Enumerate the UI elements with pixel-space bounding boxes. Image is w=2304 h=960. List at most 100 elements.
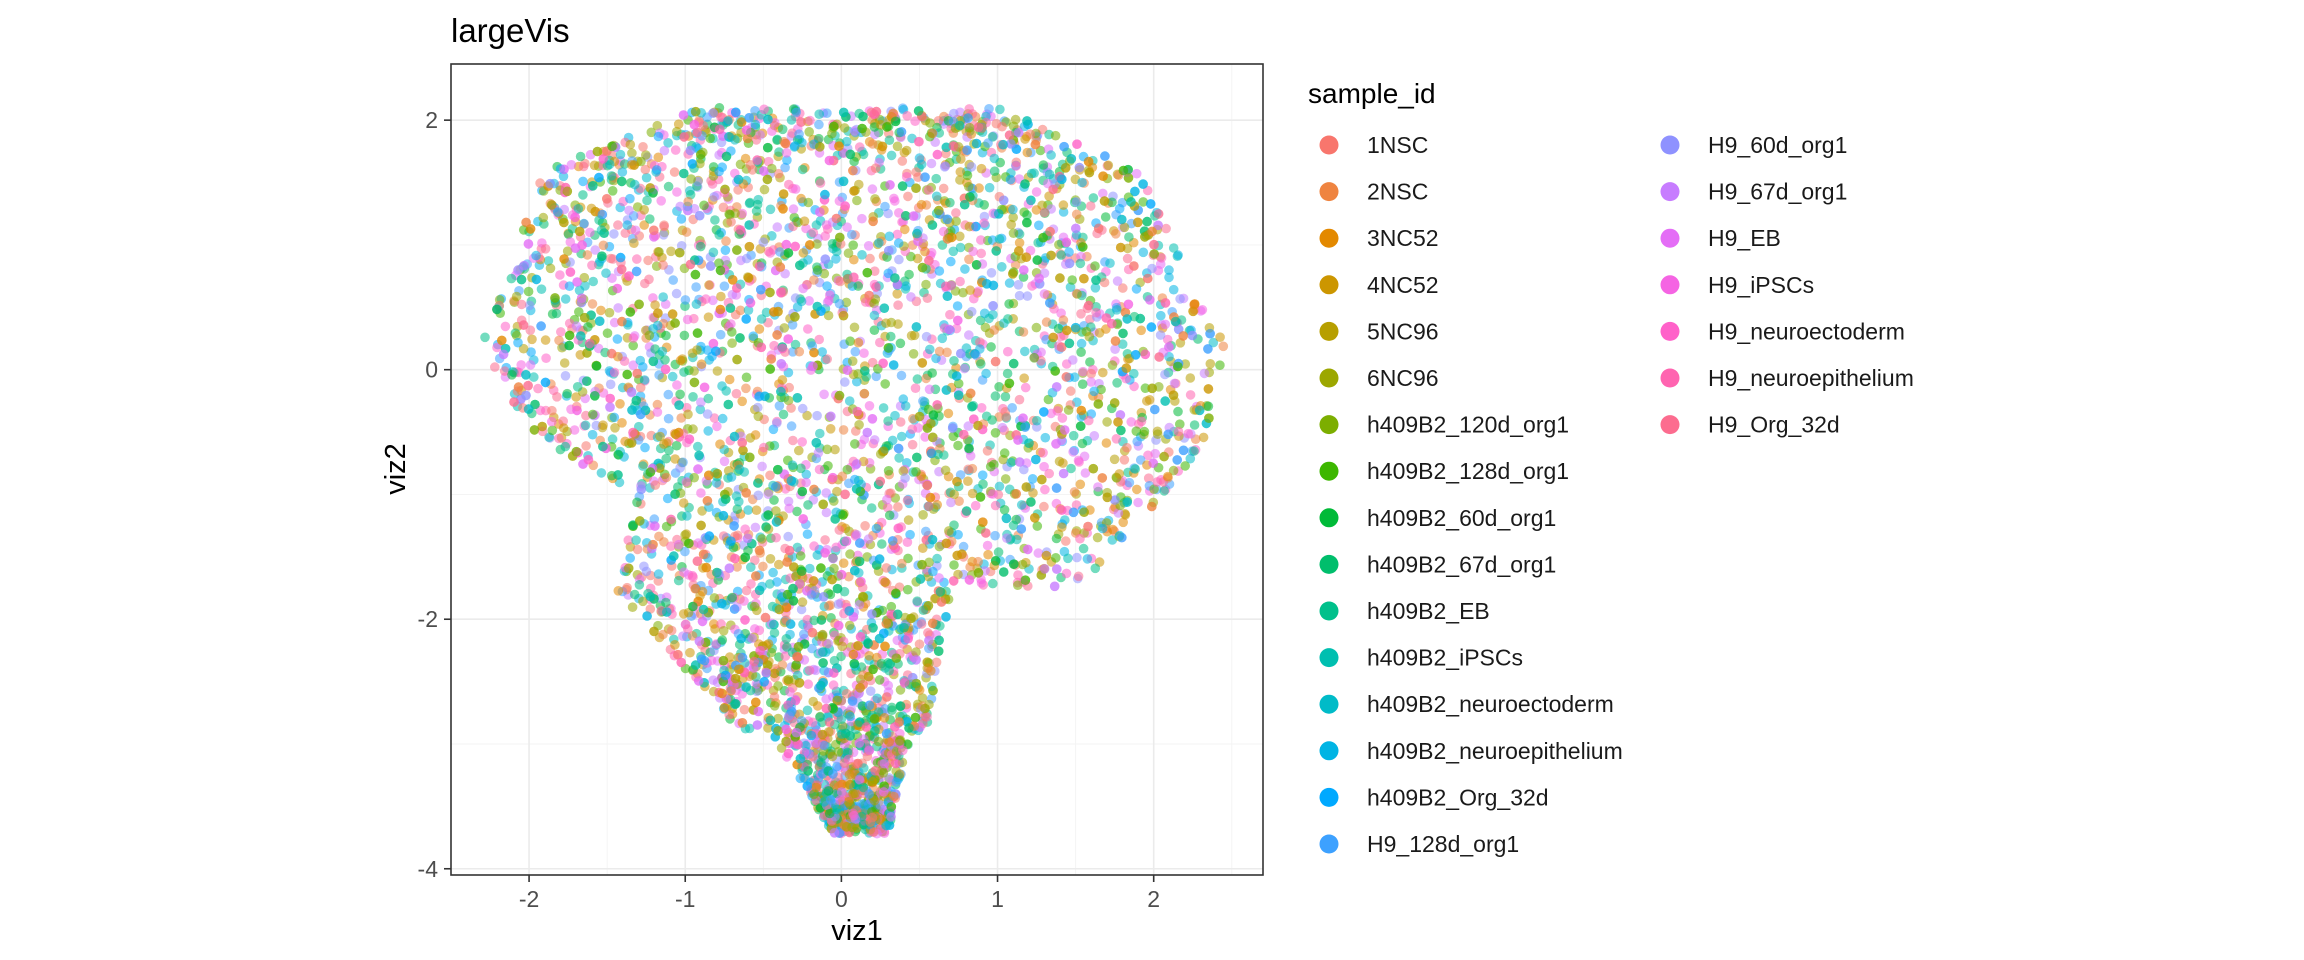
data-point bbox=[872, 693, 882, 704]
data-point bbox=[773, 168, 784, 179]
data-point bbox=[879, 713, 890, 723]
data-point bbox=[737, 208, 748, 219]
data-point bbox=[531, 250, 541, 261]
data-point bbox=[714, 258, 724, 269]
data-point bbox=[907, 424, 918, 435]
data-point bbox=[744, 113, 754, 123]
data-point bbox=[1168, 465, 1179, 476]
data-point bbox=[662, 607, 672, 617]
data-point bbox=[623, 535, 634, 545]
data-point bbox=[786, 421, 797, 431]
data-point bbox=[741, 682, 752, 692]
data-point bbox=[662, 493, 673, 504]
data-point bbox=[613, 470, 623, 480]
data-point bbox=[821, 488, 831, 498]
data-point bbox=[1119, 222, 1130, 233]
data-point bbox=[638, 461, 648, 471]
data-point bbox=[694, 210, 705, 221]
data-point bbox=[780, 162, 790, 173]
data-point bbox=[1173, 250, 1183, 260]
data-point bbox=[792, 651, 802, 662]
data-point bbox=[945, 197, 955, 208]
data-point bbox=[725, 303, 736, 313]
data-point bbox=[867, 609, 877, 619]
data-point bbox=[742, 133, 753, 144]
data-point bbox=[763, 142, 773, 153]
data-point bbox=[749, 601, 760, 612]
data-point bbox=[803, 324, 813, 334]
data-point bbox=[792, 506, 802, 517]
data-point bbox=[594, 316, 605, 327]
data-point bbox=[991, 118, 1002, 129]
data-point bbox=[943, 408, 954, 419]
data-point bbox=[724, 132, 734, 142]
data-point bbox=[964, 122, 975, 133]
data-point bbox=[836, 787, 847, 797]
data-point bbox=[849, 322, 860, 333]
data-point bbox=[858, 591, 868, 602]
data-point bbox=[1078, 366, 1088, 377]
data-point bbox=[581, 441, 591, 451]
data-point bbox=[572, 277, 582, 287]
data-point bbox=[649, 626, 659, 637]
data-point bbox=[653, 569, 664, 579]
data-point bbox=[840, 201, 850, 211]
data-point bbox=[540, 377, 551, 388]
data-point bbox=[1197, 305, 1208, 315]
data-point bbox=[925, 118, 935, 128]
data-point bbox=[696, 654, 707, 664]
data-point bbox=[604, 159, 615, 170]
data-point bbox=[685, 647, 695, 658]
data-point bbox=[724, 209, 734, 219]
data-point bbox=[769, 340, 779, 351]
data-point bbox=[608, 254, 618, 264]
data-point bbox=[1198, 432, 1209, 443]
data-point bbox=[847, 356, 858, 367]
data-point bbox=[703, 426, 713, 436]
data-point bbox=[717, 635, 728, 645]
data-point bbox=[1083, 521, 1093, 532]
data-point bbox=[1194, 405, 1205, 416]
data-point bbox=[879, 303, 890, 314]
data-point bbox=[625, 553, 635, 563]
data-point bbox=[724, 374, 735, 385]
data-point bbox=[1205, 359, 1216, 369]
data-point bbox=[575, 151, 586, 162]
data-point bbox=[1028, 488, 1038, 498]
data-point bbox=[976, 235, 986, 245]
data-point bbox=[545, 178, 555, 189]
data-point bbox=[1189, 420, 1200, 430]
data-point bbox=[678, 609, 689, 619]
data-point bbox=[963, 113, 973, 123]
data-point bbox=[1071, 223, 1081, 234]
data-point bbox=[796, 463, 806, 474]
data-point bbox=[709, 192, 719, 202]
data-point bbox=[659, 439, 669, 449]
data-point bbox=[734, 464, 745, 475]
data-point bbox=[1061, 237, 1072, 248]
data-point bbox=[978, 517, 988, 527]
data-point bbox=[934, 205, 944, 216]
data-point bbox=[642, 195, 652, 206]
data-point bbox=[884, 245, 894, 256]
data-point bbox=[644, 330, 655, 341]
data-point bbox=[613, 586, 624, 596]
data-point bbox=[747, 633, 757, 644]
data-point bbox=[613, 450, 624, 460]
data-point bbox=[849, 272, 859, 283]
data-point bbox=[911, 467, 921, 477]
data-point bbox=[757, 534, 767, 544]
data-point bbox=[964, 181, 974, 192]
data-point bbox=[863, 671, 874, 682]
data-point bbox=[765, 204, 776, 215]
data-point bbox=[1118, 517, 1128, 528]
data-point bbox=[988, 280, 999, 291]
data-point bbox=[1160, 319, 1171, 330]
data-point bbox=[599, 228, 609, 238]
data-point bbox=[666, 625, 677, 636]
data-point bbox=[574, 226, 585, 237]
data-point bbox=[782, 557, 792, 567]
data-point bbox=[630, 179, 640, 190]
data-point bbox=[874, 554, 885, 564]
data-point bbox=[1008, 212, 1018, 223]
